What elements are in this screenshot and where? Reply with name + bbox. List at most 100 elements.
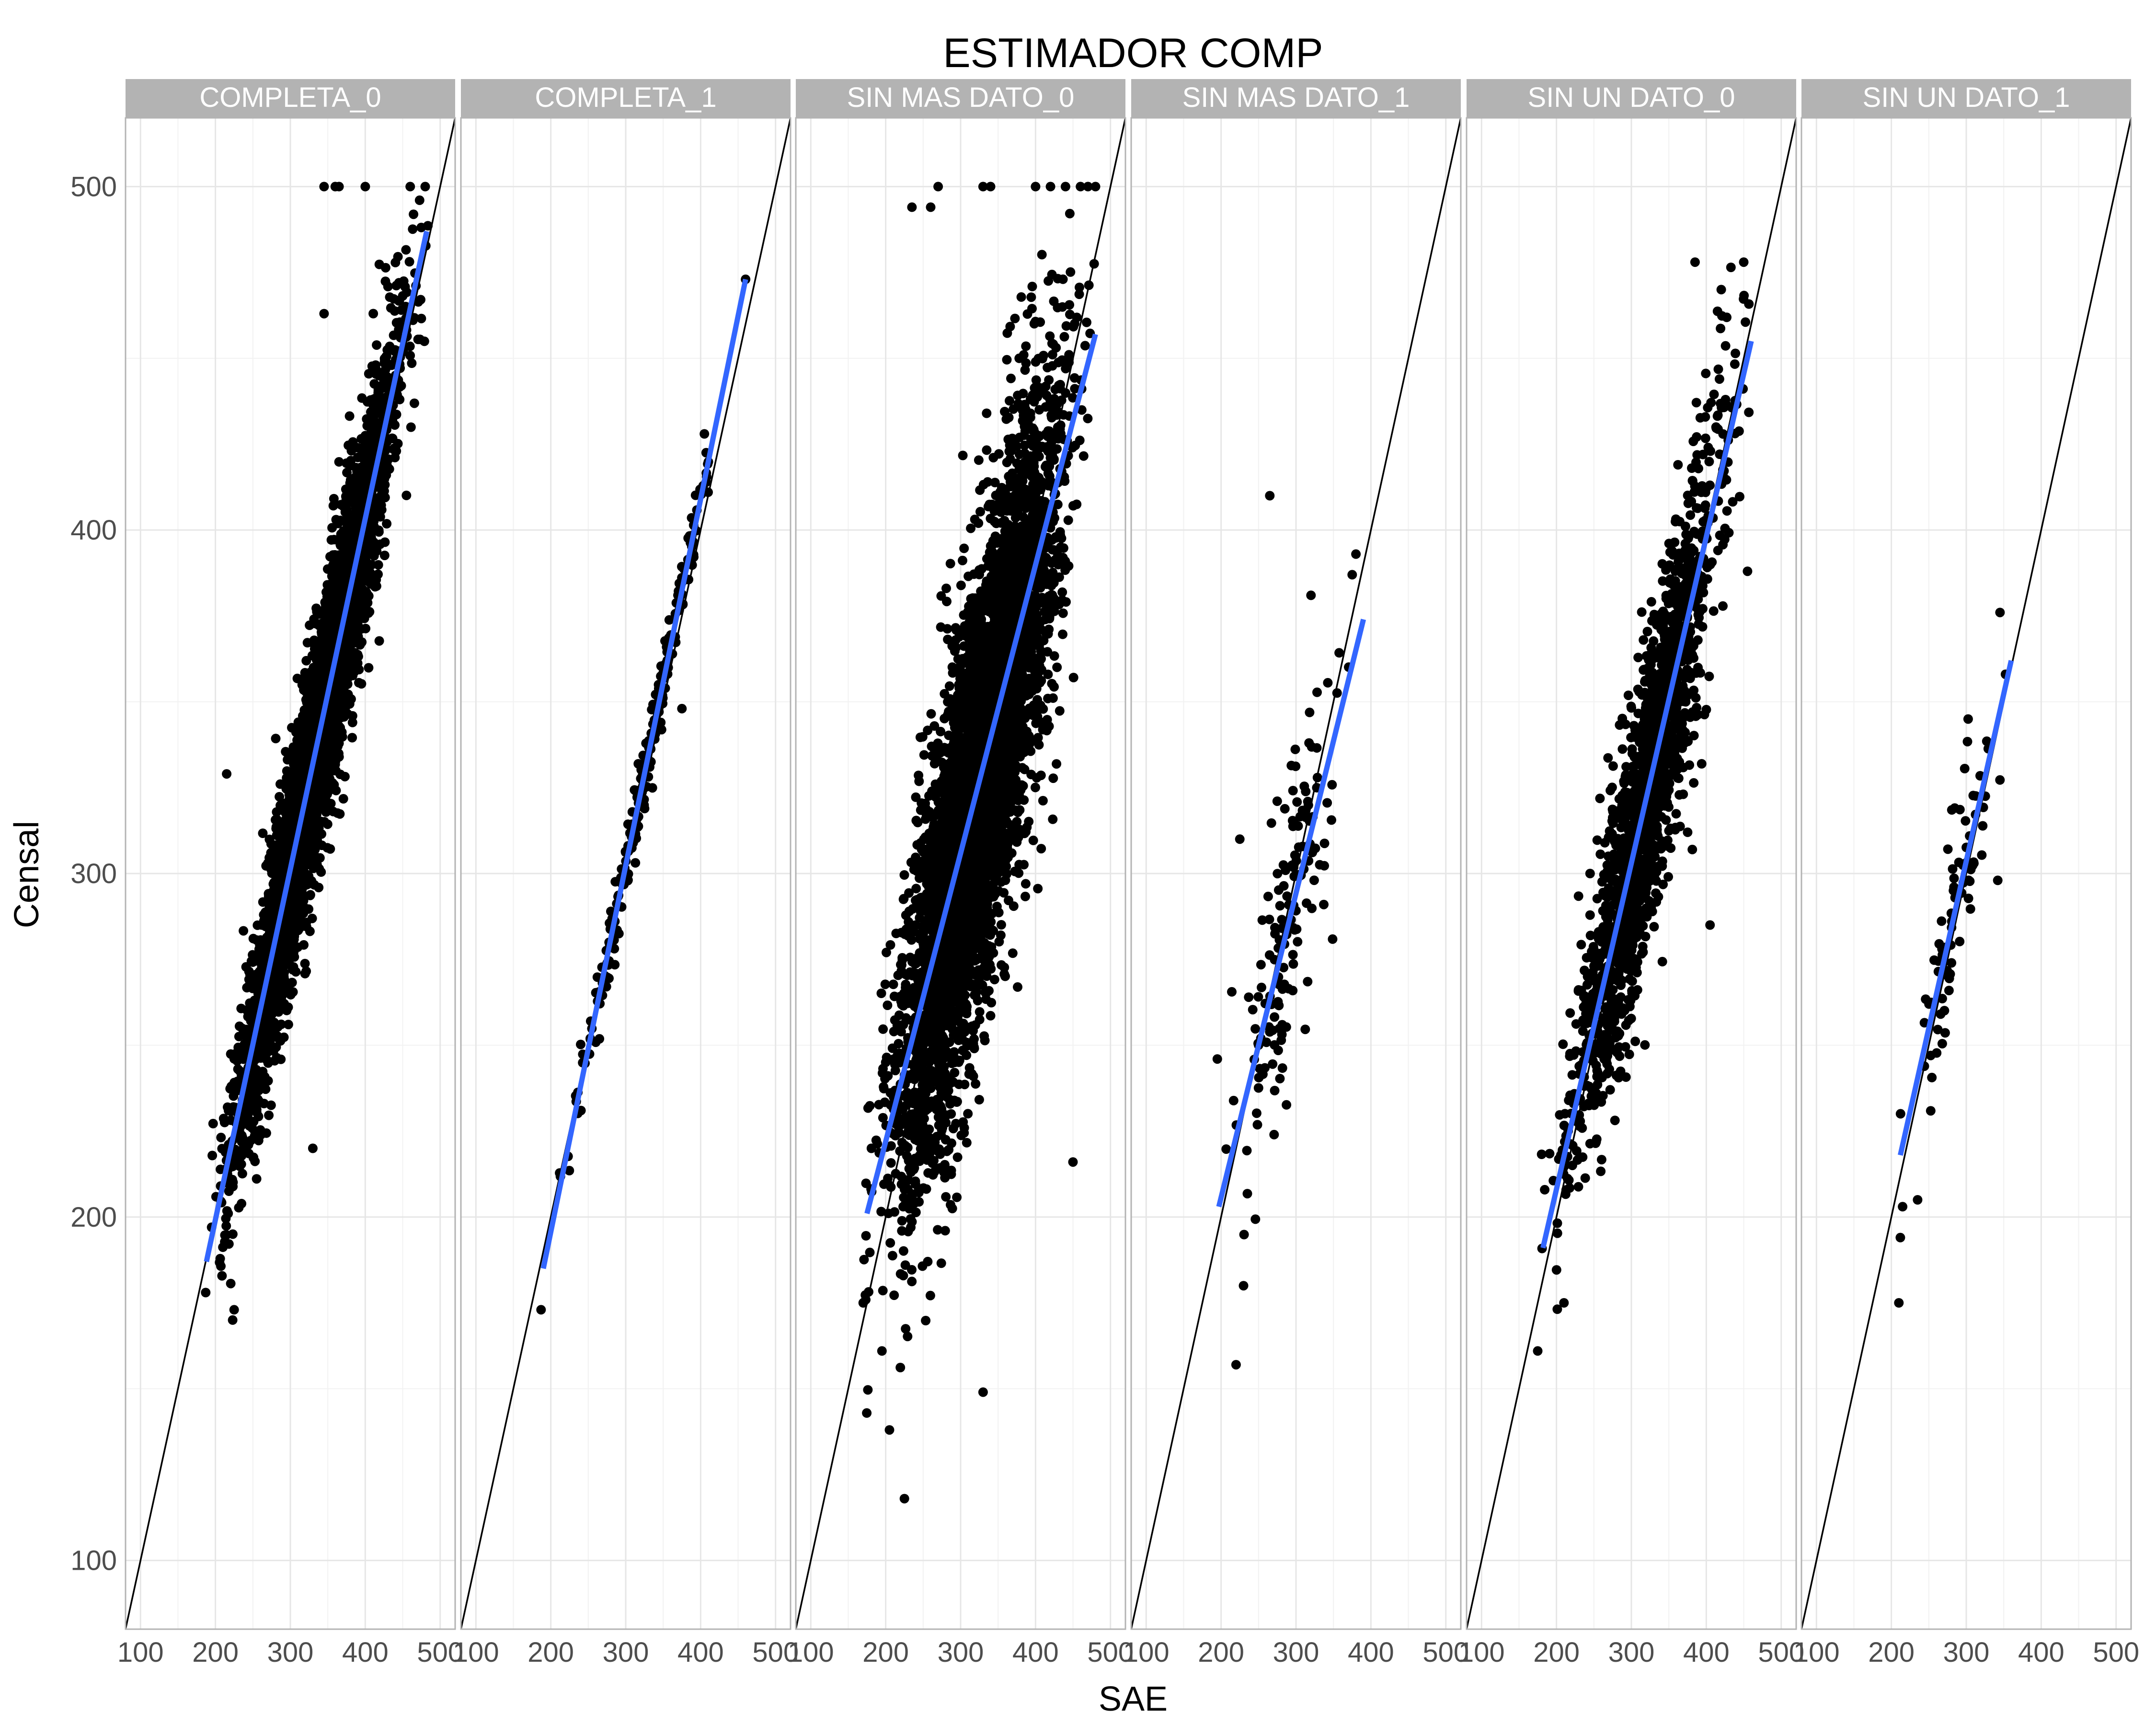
data-point xyxy=(266,1100,276,1110)
x-tick-label: 400 xyxy=(342,1637,389,1668)
data-point-outlier xyxy=(677,703,687,713)
data-point xyxy=(356,494,366,504)
data-point-outlier xyxy=(228,1315,238,1325)
data-point xyxy=(360,571,370,581)
data-point xyxy=(255,940,265,950)
data-point xyxy=(303,846,313,856)
data-point xyxy=(369,379,379,389)
data-point xyxy=(245,979,254,989)
facet-plot-area xyxy=(796,118,1125,1629)
data-point xyxy=(380,467,390,477)
data-point xyxy=(299,940,309,950)
x-tick-label: 100 xyxy=(453,1637,499,1668)
data-point xyxy=(284,843,294,853)
data-point xyxy=(357,393,367,403)
data-point-outlier xyxy=(308,1143,318,1153)
data-point xyxy=(347,733,357,743)
data-point xyxy=(898,1246,908,1256)
data-point xyxy=(371,575,381,585)
facet-strip-label: COMPLETA_0 xyxy=(199,82,381,113)
data-point xyxy=(356,679,367,689)
data-point xyxy=(1058,608,1068,618)
data-point xyxy=(264,1110,274,1120)
data-point xyxy=(234,1032,244,1042)
data-point xyxy=(278,972,288,981)
data-point xyxy=(576,1039,585,1049)
data-point xyxy=(390,346,400,356)
data-point xyxy=(405,341,415,351)
data-point xyxy=(406,422,416,432)
data-point xyxy=(264,1028,274,1038)
regression-line xyxy=(540,278,748,1269)
y-tick-label: 200 xyxy=(70,1202,117,1233)
data-point xyxy=(333,699,343,709)
data-point xyxy=(314,864,324,874)
data-point xyxy=(664,615,674,625)
data-point xyxy=(317,679,327,690)
data-point xyxy=(289,881,299,891)
data-point xyxy=(282,766,292,776)
data-point xyxy=(234,1021,244,1031)
data-point xyxy=(401,490,412,500)
data-point xyxy=(329,716,339,726)
data-point-outlier xyxy=(536,1305,546,1315)
data-point xyxy=(226,1278,236,1288)
data-point xyxy=(243,1116,253,1127)
data-point xyxy=(300,873,310,883)
data-point xyxy=(328,806,338,816)
data-point xyxy=(364,663,374,673)
y-tick-label: 100 xyxy=(70,1545,117,1576)
data-point xyxy=(375,512,385,522)
data-point xyxy=(353,619,363,628)
x-tick-label: 300 xyxy=(267,1637,314,1668)
data-point xyxy=(319,671,328,681)
data-point xyxy=(272,807,282,817)
data-point xyxy=(271,860,281,870)
data-point xyxy=(258,828,268,838)
data-point xyxy=(639,802,649,812)
data-point xyxy=(1074,289,1084,299)
data-point xyxy=(880,979,890,989)
panel-border xyxy=(460,117,791,1630)
x-tick-label: 200 xyxy=(192,1637,239,1668)
data-point xyxy=(312,775,322,785)
data-point xyxy=(374,525,384,535)
data-point-outlier xyxy=(360,182,370,192)
data-point xyxy=(414,195,424,205)
data-point xyxy=(239,926,249,936)
data-point xyxy=(300,968,310,978)
data-point xyxy=(347,717,357,727)
data-point xyxy=(371,360,381,370)
data-point xyxy=(887,1251,897,1261)
data-point xyxy=(1058,543,1068,553)
data-point xyxy=(363,450,373,460)
panel-border xyxy=(125,117,456,1630)
data-point xyxy=(288,962,298,972)
data-point xyxy=(344,532,355,542)
data-point xyxy=(288,918,298,928)
data-point xyxy=(305,620,315,630)
data-point xyxy=(396,305,406,315)
data-point xyxy=(347,711,357,721)
data-point xyxy=(340,507,350,517)
data-point xyxy=(373,560,383,570)
data-point xyxy=(365,607,375,617)
chart-title: ESTIMADOR COMP xyxy=(943,30,1323,76)
data-point xyxy=(609,943,619,954)
data-point xyxy=(278,927,288,936)
data-point xyxy=(341,491,351,501)
data-point xyxy=(248,957,258,967)
data-point xyxy=(264,891,274,901)
data-point xyxy=(271,886,281,896)
data-point xyxy=(268,978,278,988)
data-point-outlier xyxy=(405,182,415,192)
data-point xyxy=(223,1208,233,1219)
data-point xyxy=(269,877,279,887)
data-point xyxy=(390,257,401,267)
data-point xyxy=(237,1169,247,1179)
x-tick-label: 300 xyxy=(603,1637,649,1668)
data-point xyxy=(361,563,371,573)
data-point xyxy=(292,866,302,876)
